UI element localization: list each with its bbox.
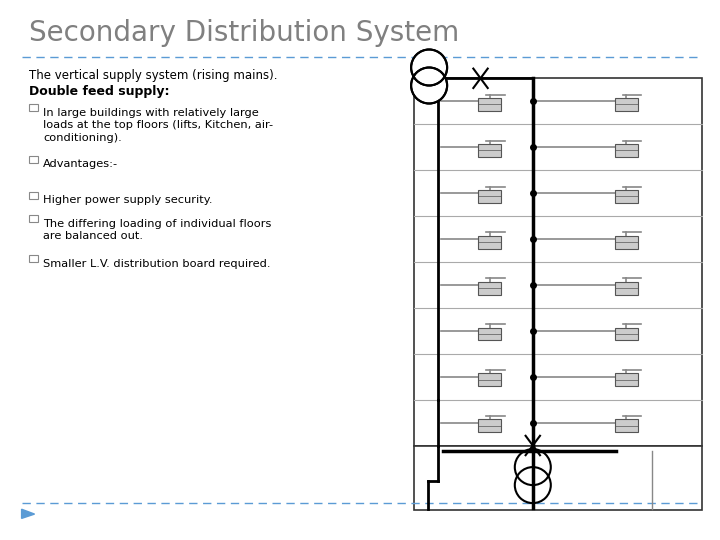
Bar xyxy=(29,192,38,199)
Text: Double feed supply:: Double feed supply: xyxy=(29,85,169,98)
Bar xyxy=(615,98,638,111)
Bar xyxy=(615,144,638,157)
Bar xyxy=(29,255,38,262)
Bar xyxy=(478,327,501,341)
Bar xyxy=(615,190,638,203)
Bar xyxy=(478,420,501,432)
Bar xyxy=(29,215,38,222)
Polygon shape xyxy=(22,509,35,518)
Bar xyxy=(478,98,501,111)
Ellipse shape xyxy=(515,467,551,503)
Text: Secondary Distribution System: Secondary Distribution System xyxy=(29,19,459,47)
Text: Smaller L.V. distribution board required.: Smaller L.V. distribution board required… xyxy=(43,259,271,269)
Bar xyxy=(29,156,38,163)
Text: In large buildings with relatively large
loads at the top floors (lifts, Kitchen: In large buildings with relatively large… xyxy=(43,108,274,143)
Bar xyxy=(615,420,638,432)
Text: The differing loading of individual floors
are balanced out.: The differing loading of individual floo… xyxy=(43,219,271,241)
Bar xyxy=(29,104,38,111)
Text: Advantages:-: Advantages:- xyxy=(43,159,118,170)
Bar xyxy=(478,144,501,157)
Ellipse shape xyxy=(411,50,447,85)
Bar xyxy=(615,374,638,387)
Text: Higher power supply security.: Higher power supply security. xyxy=(43,195,212,206)
Ellipse shape xyxy=(411,68,447,104)
Bar xyxy=(615,282,638,295)
Bar xyxy=(478,374,501,387)
Bar xyxy=(478,235,501,249)
Bar xyxy=(478,282,501,295)
Bar xyxy=(478,190,501,203)
Text: The vertical supply system (rising mains).: The vertical supply system (rising mains… xyxy=(29,69,277,82)
Bar xyxy=(615,327,638,341)
Bar xyxy=(414,78,702,446)
Ellipse shape xyxy=(515,449,551,485)
Bar xyxy=(615,235,638,249)
Bar xyxy=(414,446,702,510)
